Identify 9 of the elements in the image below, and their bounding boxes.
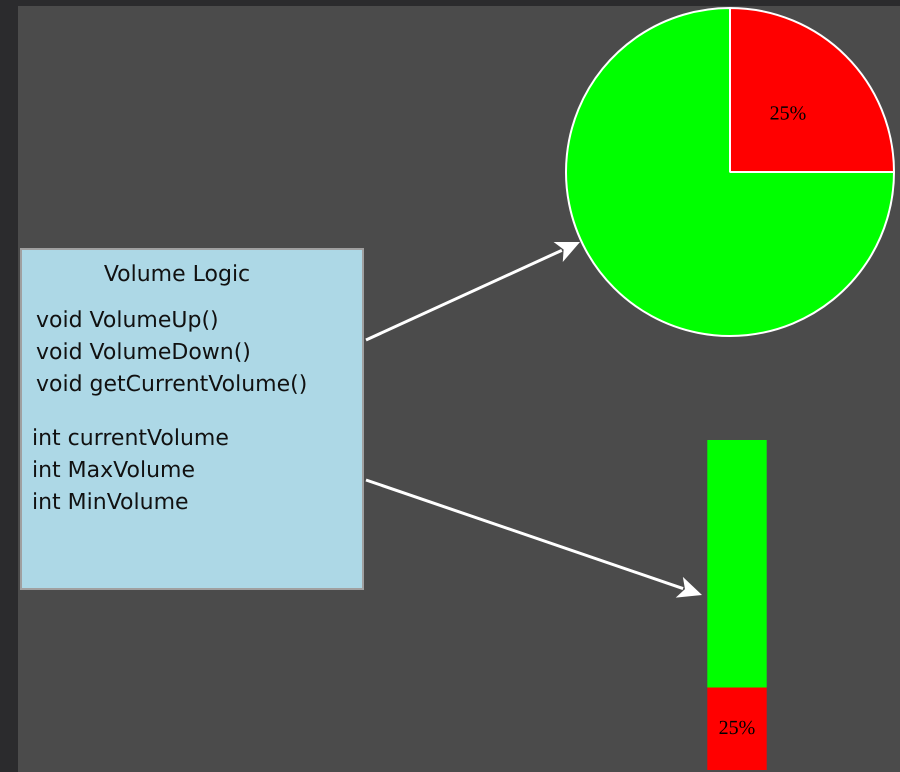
- text: void VolumeUp(): [36, 308, 219, 333]
- text: void VolumeDown(): [36, 340, 251, 365]
- text: int currentVolume: [32, 426, 229, 451]
- text: int MaxVolume: [32, 458, 195, 483]
- text: Volume Logic: [102, 262, 252, 287]
- data-label: 25%: [718, 717, 756, 739]
- text: int MinVolume: [32, 490, 189, 515]
- data-label: 25%: [770, 102, 806, 124]
- text: void getCurrentVolume(): [36, 372, 308, 397]
